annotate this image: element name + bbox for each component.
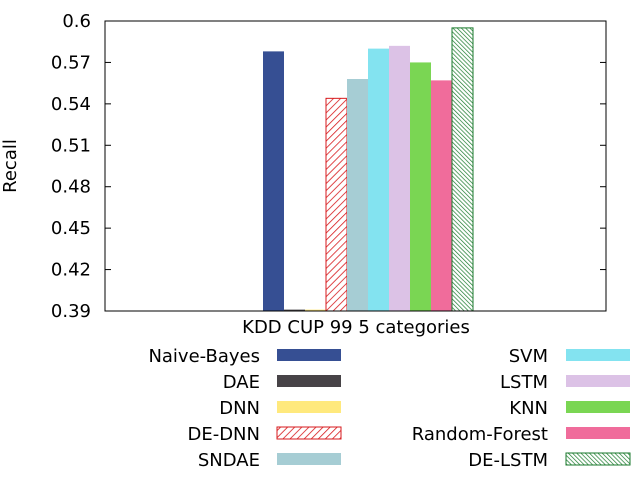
legend-swatch-svm — [566, 349, 630, 361]
legend-label-dnn: DNN — [219, 398, 260, 419]
legend-label-knn: KNN — [509, 398, 548, 419]
legend-swatch-lstm — [566, 375, 630, 387]
legend: Naive-Bayes DAE DNN DE-DNN SNDAE SVM LSTM KNN Ra… — [148, 346, 631, 471]
legend-label-de-lstm: DE-LSTM — [468, 450, 548, 471]
bar-random-forest — [431, 80, 452, 311]
y-axis-label: Recall — [0, 139, 21, 193]
legend-label-de-dnn: DE-DNN — [187, 424, 260, 445]
bar-dnn — [305, 309, 326, 311]
legend-label-svm: SVM — [509, 346, 548, 367]
y-tick-label: 0.45 — [51, 218, 91, 239]
legend-label-sndae: SNDAE — [198, 450, 260, 471]
y-tick-label: 0.54 — [51, 94, 91, 115]
legend-label-naive-bayes: Naive-Bayes — [148, 346, 260, 367]
bar-naive-bayes — [263, 51, 284, 311]
legend-swatch-dae — [277, 375, 341, 387]
y-tick-label: 0.48 — [51, 177, 91, 198]
plot-frame — [104, 20, 607, 312]
legend-swatch-sndae — [277, 453, 341, 465]
y-tick-label: 0.6 — [62, 11, 91, 32]
bar-lstm — [389, 45, 410, 311]
legend-swatch-random-forest — [566, 427, 630, 439]
bar-sndae — [347, 79, 368, 311]
y-axis: 0.39 0.42 0.45 0.48 0.51 0.54 0.57 0.6 — [51, 11, 606, 322]
y-tick-label: 0.51 — [51, 135, 91, 156]
legend-swatch-de-lstm — [565, 452, 631, 466]
bar-knn — [410, 62, 431, 311]
y-tick-label: 0.42 — [51, 260, 91, 281]
legend-swatch-de-dnn — [276, 426, 342, 440]
legend-label-dae: DAE — [223, 372, 260, 393]
legend-swatch-dnn — [277, 401, 341, 413]
bar-de-dnn — [325, 97, 348, 312]
legend-label-lstm: LSTM — [500, 372, 548, 393]
y-tick-label: 0.39 — [51, 301, 91, 322]
bar-de-lstm — [451, 27, 474, 312]
legend-swatch-naive-bayes — [277, 349, 341, 361]
legend-label-random-forest: Random-Forest — [412, 424, 548, 445]
legend-swatch-knn — [566, 401, 630, 413]
bars-group — [263, 27, 474, 312]
bar-svm — [368, 48, 389, 311]
x-axis-category-label: KDD CUP 99 5 categories — [242, 317, 470, 338]
y-tick-label: 0.57 — [51, 52, 91, 73]
bar-dae — [284, 309, 305, 311]
